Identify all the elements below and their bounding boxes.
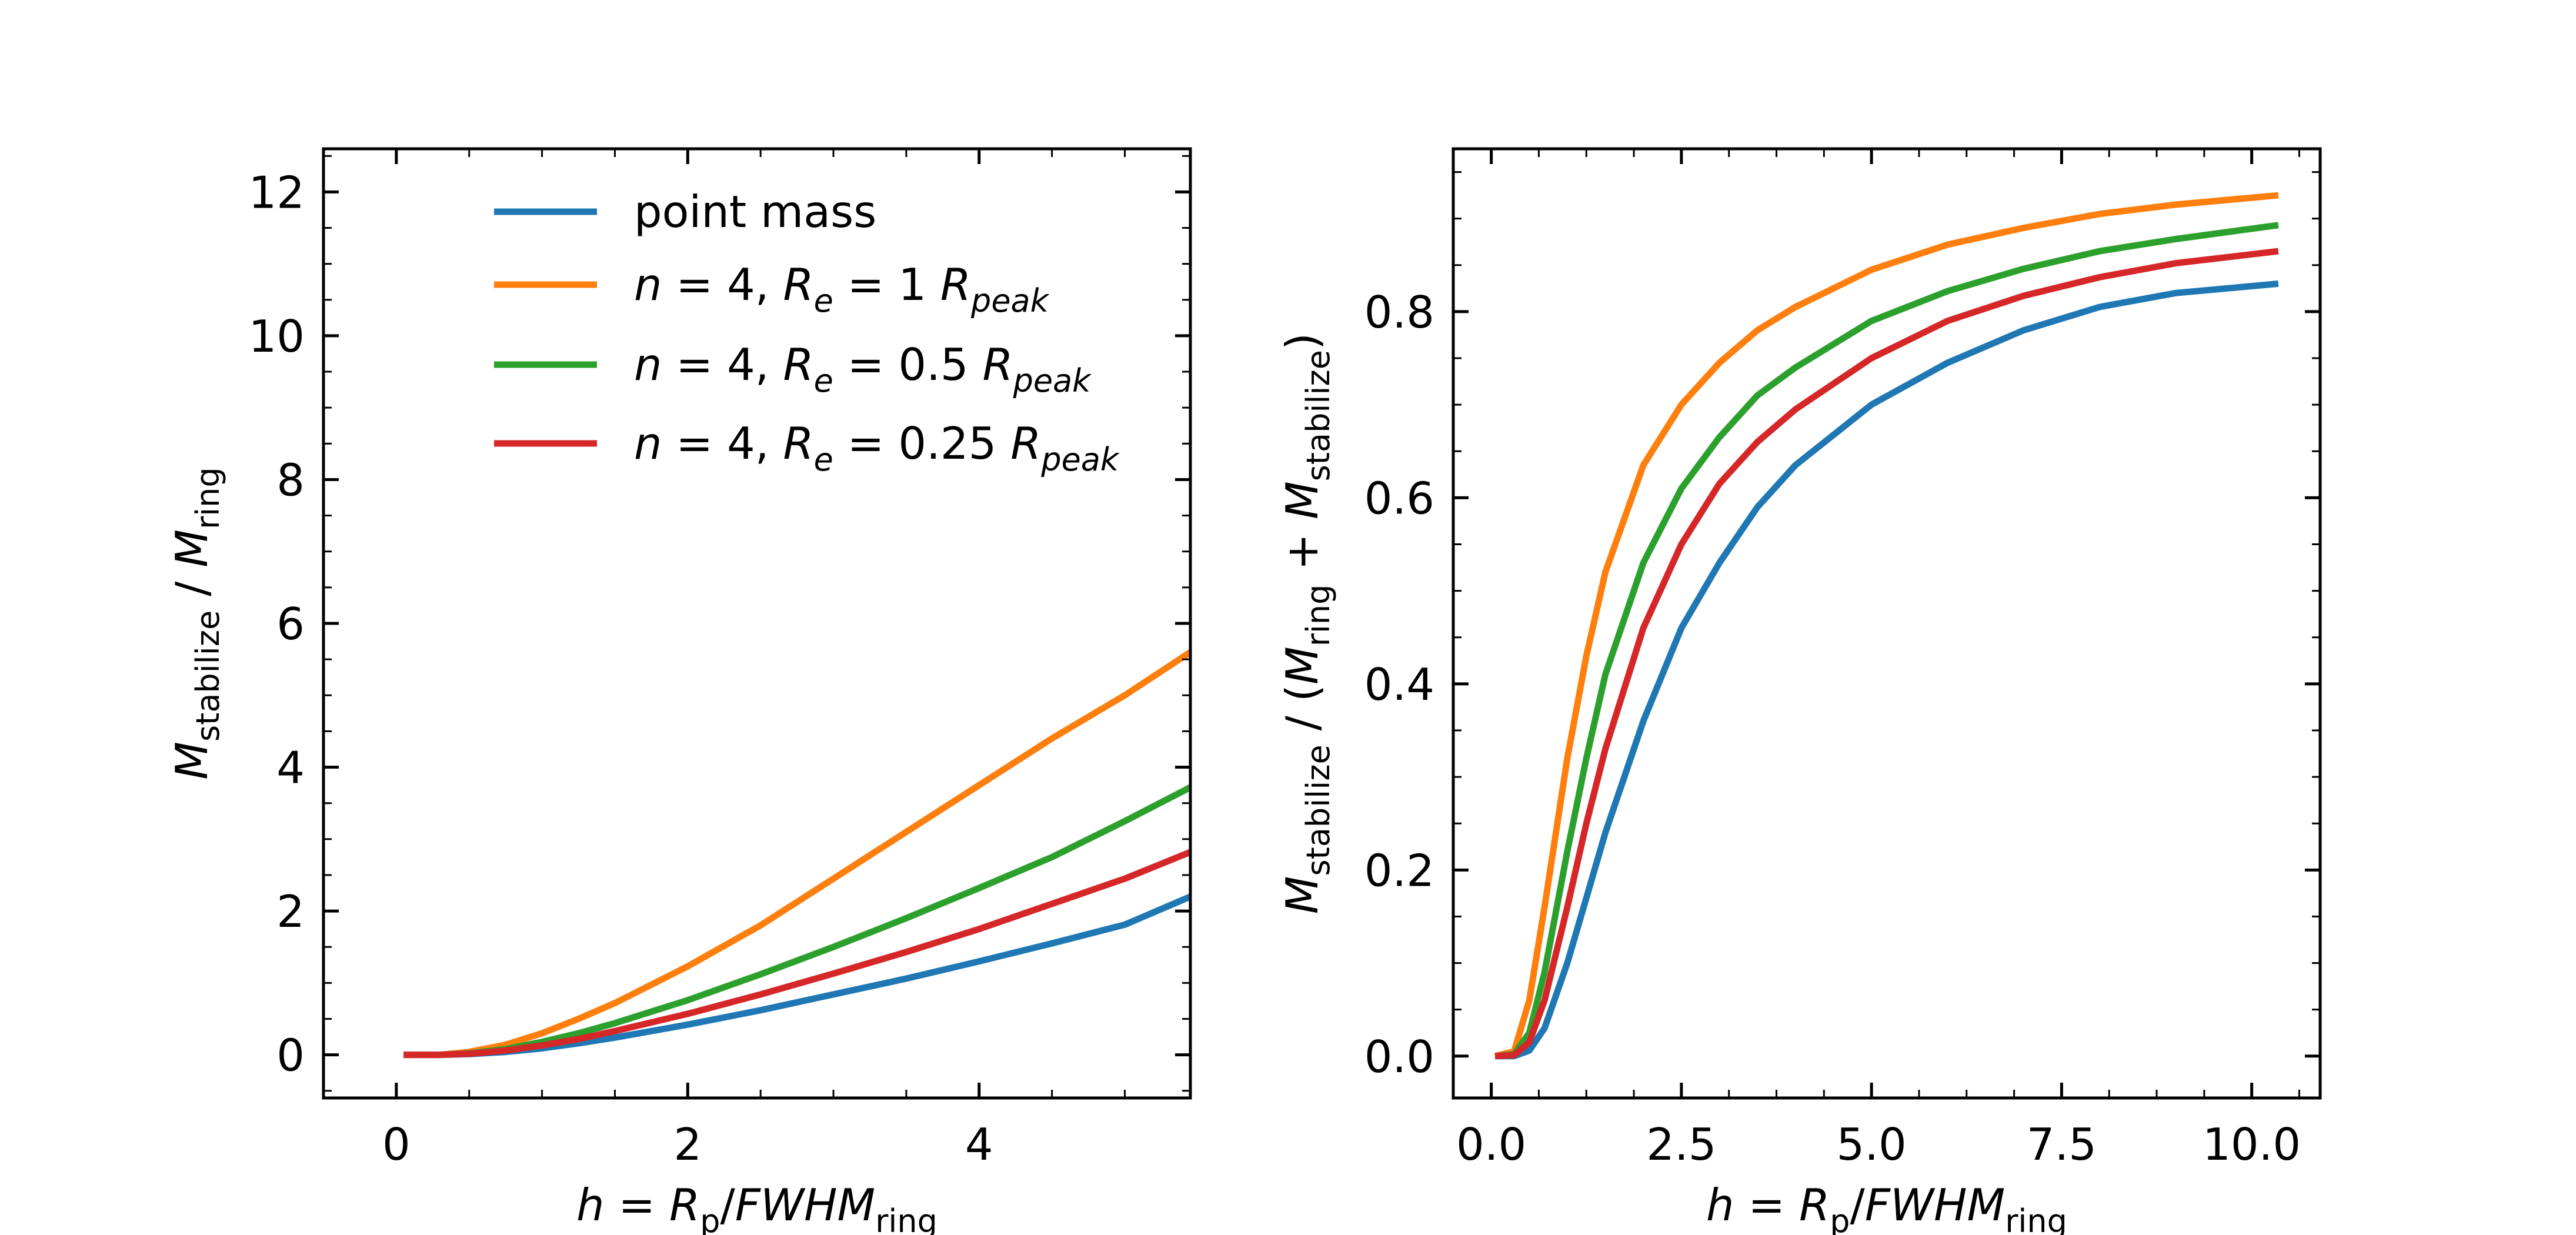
left-ytick-label: 8 <box>276 454 305 506</box>
right-panel: 0.0 2.5 5.0 7.5 10.0 0.0 0.2 0.4 0.6 0.8 Mstabili… <box>1276 147 2322 1235</box>
right-ytick-label: 0.0 <box>1364 1031 1434 1083</box>
left-series-n-4-r-e-0.25-r-peak <box>403 849 1190 1059</box>
left-xtick-label: 4 <box>965 1119 993 1170</box>
right-xlabel: h = Rp/FWHMring <box>1706 1179 2067 1235</box>
left-ytick-label: 2 <box>276 886 305 937</box>
left-ytick-label: 10 <box>249 311 305 362</box>
left-xtick-label: 0 <box>382 1119 411 1170</box>
left-ticks: 0 2 4 0 2 4 6 8 10 12 <box>249 149 1190 1170</box>
right-series-point-mass <box>1495 280 2279 1060</box>
svg-text:Mstabilize / (Mring + Mstabili: Mstabilize / (Mring + Mstabilize) <box>1276 333 1337 914</box>
legend-label-re-0.5: n = 4, Re = 0.5 Rpeak <box>634 339 1092 399</box>
right-ytick-label: 0.2 <box>1364 845 1434 896</box>
right-xtick-label: 5.0 <box>1836 1119 1906 1170</box>
left-series-n-4-r-e-0.5-r-peak <box>403 784 1190 1059</box>
right-ytick-label: 0.8 <box>1364 286 1434 338</box>
legend-label-re-1: n = 4, Re = 1 Rpeak <box>634 259 1050 319</box>
left-ytick-label: 12 <box>249 166 305 218</box>
legend-label-point-mass: point mass <box>634 186 876 238</box>
left-panel: 0 2 4 0 2 4 6 8 10 12 Mstabilize / Mring h = Rp/F… <box>166 147 1192 1235</box>
legend-label-re-0.25: n = 4, Re = 0.25 Rpeak <box>634 418 1120 478</box>
left-plot-lines <box>403 649 1190 1059</box>
svg-text:Mstabilize / Mring: Mstabilize / Mring <box>166 467 226 779</box>
right-ticks: 0.0 2.5 5.0 7.5 10.0 0.0 0.2 0.4 0.6 0.8 <box>1364 149 2320 1170</box>
right-xtick-label: 10.0 <box>2203 1119 2301 1170</box>
left-ytick-label: 6 <box>276 598 305 650</box>
right-series-n-4-r-e-0.25-r-peak <box>1494 248 2279 1060</box>
left-series-point-mass <box>403 893 1190 1059</box>
right-ytick-label: 0.4 <box>1364 659 1434 710</box>
left-ytick-label: 4 <box>276 742 305 794</box>
left-ylabel: Mstabilize / Mring <box>166 467 226 779</box>
right-xtick-label: 2.5 <box>1646 1119 1716 1170</box>
right-ytick-label: 0.6 <box>1364 472 1434 524</box>
right-series-n-4-r-e-1-r-peak <box>1494 192 2279 1060</box>
left-xtick-label: 2 <box>673 1119 702 1170</box>
left-plot-frame <box>322 147 1192 1100</box>
legend: point mass n = 4, Re = 1 Rpeak n = 4, Re… <box>494 186 1120 478</box>
right-ylabel: Mstabilize / (Mring + Mstabilize) <box>1276 333 1337 914</box>
left-ytick-label: 0 <box>276 1030 305 1082</box>
right-series-n-4-r-e-0.5-r-peak <box>1494 222 2279 1060</box>
left-series-n-4-r-e-1-r-peak <box>403 649 1190 1059</box>
left-xlabel: h = Rp/FWHMring <box>576 1179 937 1235</box>
right-plot-frame <box>1451 147 2322 1100</box>
right-plot-lines <box>1494 192 2279 1060</box>
right-xtick-label: 7.5 <box>2027 1119 2097 1170</box>
right-xtick-label: 0.0 <box>1456 1119 1526 1170</box>
